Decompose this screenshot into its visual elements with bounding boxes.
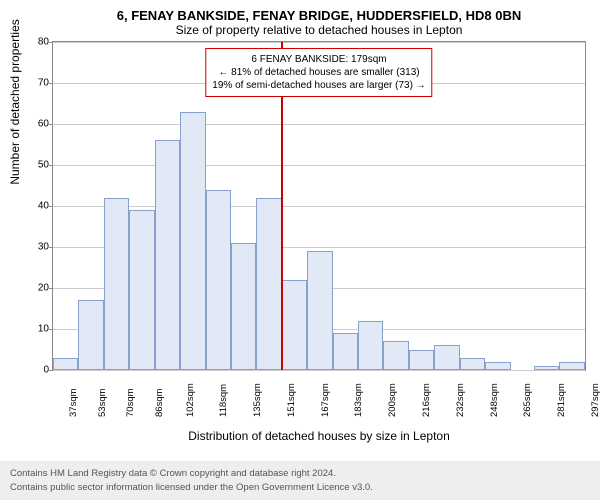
x-tick-label: 53sqm [97, 388, 108, 417]
footer-attribution: Contains HM Land Registry data © Crown c… [0, 461, 600, 500]
x-tick-label: 248sqm [489, 383, 500, 417]
x-tick-label: 167sqm [320, 383, 331, 417]
x-tick-label: 297sqm [590, 383, 600, 417]
y-tick-label: 10 [25, 324, 49, 335]
bar [155, 140, 180, 370]
bar [78, 300, 103, 370]
x-tick-label: 200sqm [387, 383, 398, 417]
bar [534, 366, 559, 370]
callout-line: 6 FENAY BANKSIDE: 179sqm [212, 53, 425, 66]
bar [129, 210, 154, 370]
y-axis-label: Number of detached properties [8, 19, 22, 184]
y-tick-label: 60 [25, 119, 49, 130]
y-tick-label: 20 [25, 283, 49, 294]
callout-line: ← 81% of detached houses are smaller (31… [212, 66, 425, 79]
x-tick-labels: 37sqm 53sqm 70sqm 86sqm 102sqm 118sqm 135sqm 15… [52, 371, 586, 429]
bar [434, 345, 459, 370]
y-tick-label: 70 [25, 78, 49, 89]
x-tick-label: 70sqm [125, 388, 136, 417]
x-tick-label: 151sqm [286, 383, 297, 417]
bar [383, 341, 408, 370]
bar [460, 358, 485, 370]
bar [206, 190, 231, 370]
y-tick-label: 40 [25, 201, 49, 212]
bar [231, 243, 256, 370]
bar [180, 112, 205, 370]
x-tick-label: 102sqm [185, 383, 196, 417]
bar [333, 333, 358, 370]
y-tick-label: 80 [25, 37, 49, 48]
y-tick-label: 30 [25, 242, 49, 253]
bar [559, 362, 584, 370]
x-tick-label: 118sqm [218, 384, 229, 417]
bar [409, 350, 434, 371]
bar [53, 358, 78, 370]
x-tick-label: 37sqm [68, 388, 79, 417]
x-tick-label: 281sqm [556, 383, 567, 417]
bar [358, 321, 383, 370]
y-tick-label: 0 [25, 365, 49, 376]
x-tick-label: 183sqm [353, 383, 364, 417]
callout-line: 19% of semi-detached houses are larger (… [212, 79, 425, 92]
footer-line1: Contains HM Land Registry data © Crown c… [10, 467, 590, 480]
chart-container: Number of detached properties 6, FENAY B… [0, 0, 600, 461]
bar [104, 198, 129, 370]
x-tick-label: 265sqm [522, 383, 533, 417]
bar [307, 251, 332, 370]
x-tick-label: 216sqm [421, 383, 432, 417]
y-tick-label: 50 [25, 160, 49, 171]
x-tick-label: 135sqm [252, 383, 263, 417]
bar [485, 362, 510, 370]
x-tick-label: 86sqm [154, 388, 165, 417]
footer-line2: Contains public sector information licen… [10, 481, 590, 494]
x-tick-label: 232sqm [455, 383, 466, 417]
x-axis-label: Distribution of detached houses by size … [52, 429, 586, 443]
chart-subtitle: Size of property relative to detached ho… [52, 23, 586, 37]
callout-box: 6 FENAY BANKSIDE: 179sqm← 81% of detache… [205, 48, 432, 97]
plot-area: 01020304050607080 6 FENAY BANKSIDE: 179s… [52, 41, 586, 371]
chart-title: 6, FENAY BANKSIDE, FENAY BRIDGE, HUDDERS… [52, 8, 586, 23]
bar [256, 198, 281, 370]
bar [282, 280, 307, 370]
